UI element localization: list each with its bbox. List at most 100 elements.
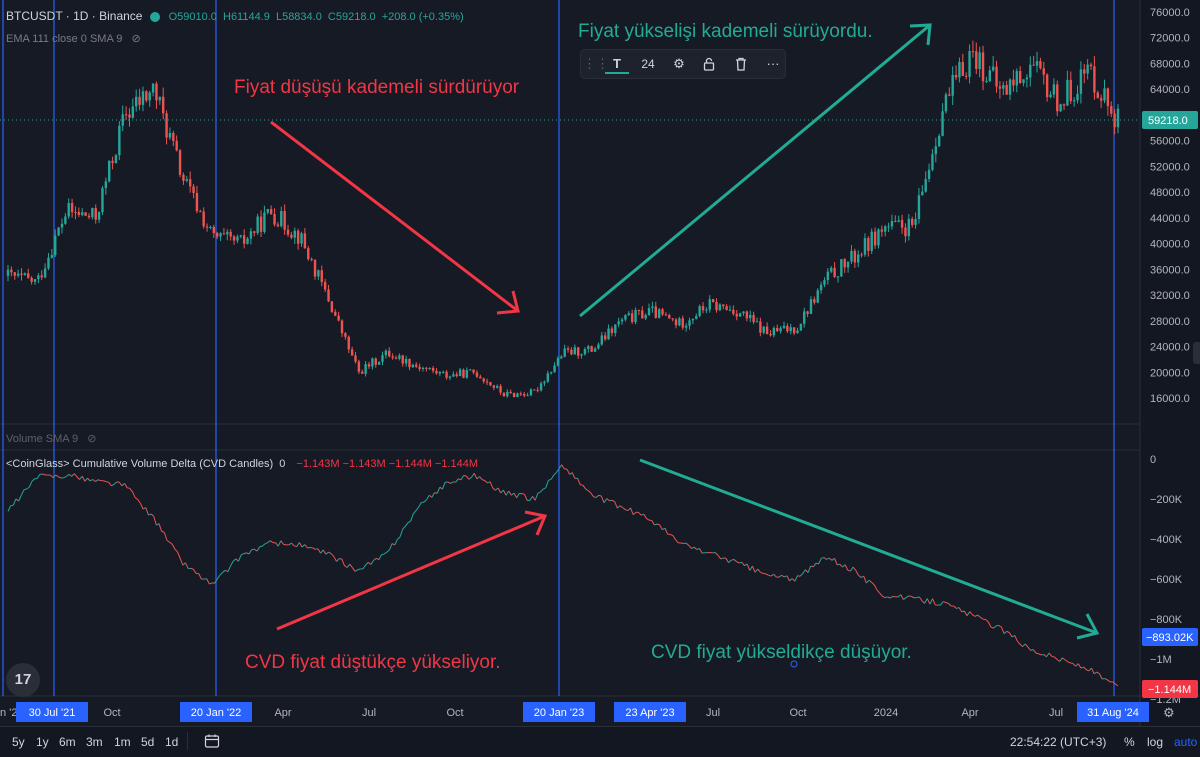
price-candle	[448, 375, 452, 381]
price-candle	[799, 323, 803, 332]
price-tick-label: 32000.0	[1150, 290, 1190, 302]
cvd-segment	[87, 477, 91, 482]
trash-icon[interactable]	[729, 53, 753, 75]
cvd-segment	[1008, 632, 1013, 638]
cvd-segment	[124, 483, 128, 489]
price-candle	[16, 269, 20, 278]
range-5y-button[interactable]: 5y	[12, 735, 25, 749]
annotation-arrows[interactable]	[270, 23, 1100, 640]
arrow-price-down[interactable]	[270, 120, 520, 315]
price-candle	[863, 233, 867, 257]
tradingview-logo-icon[interactable]: 17	[6, 663, 40, 697]
price-candle	[661, 307, 664, 317]
price-candle	[337, 311, 340, 322]
price-candle	[141, 86, 145, 112]
annotation-price-up[interactable]: Fiyat yükselişi kademeli sürüyordu.	[578, 21, 873, 42]
price-candle	[526, 392, 529, 397]
cvd-segment	[415, 506, 420, 511]
right-panel-toggle[interactable]	[1193, 342, 1200, 364]
range-5d-button[interactable]: 5d	[141, 735, 155, 749]
market-status-icon[interactable]	[149, 12, 160, 23]
range-6m-button[interactable]: 6m	[59, 735, 76, 749]
cvd-segment	[675, 539, 679, 544]
range-1y-button[interactable]: 1y	[36, 735, 49, 749]
more-options-icon[interactable]: ···	[766, 56, 780, 71]
arrow-cvd-up[interactable]	[276, 510, 548, 631]
cvd-segment	[868, 579, 872, 583]
eye-hidden-icon[interactable]: ⊘	[131, 33, 141, 45]
symbol-name[interactable]: BTCUSDT · 1D · Binance	[6, 9, 143, 23]
time-tick-label: Oct	[446, 707, 463, 719]
cvd-segment	[537, 491, 541, 494]
clock-timezone-button[interactable]: 22:54:22 (UTC+3)	[1010, 735, 1107, 749]
cvd-segment	[977, 614, 981, 618]
arrow-cvd-down[interactable]	[639, 458, 1100, 640]
text-color-icon[interactable]: T	[605, 53, 629, 74]
price-candle	[242, 229, 246, 249]
price-candle	[60, 218, 64, 234]
time-tick-highlight	[16, 702, 88, 722]
price-candle	[1069, 71, 1072, 104]
cvd-segment	[269, 540, 274, 544]
cvd-segment	[749, 565, 753, 571]
cvd-segment	[1093, 671, 1098, 675]
price-candle	[54, 229, 57, 257]
font-size-button[interactable]: 24	[641, 57, 655, 71]
price-candle	[40, 270, 43, 280]
price-candle	[50, 249, 54, 259]
price-candle	[374, 357, 377, 368]
cvd-segment	[918, 596, 923, 602]
range-1d-button[interactable]: 1d	[165, 735, 179, 749]
cvd-segment	[672, 535, 677, 541]
price-tick-label: 56000.0	[1150, 136, 1190, 148]
price-tick-label: 68000.0	[1150, 58, 1190, 70]
range-3m-button[interactable]: 3m	[86, 735, 103, 749]
cvd-segment	[1035, 652, 1039, 655]
cvd-segment	[693, 546, 698, 550]
ema-indicator-legend[interactable]: EMA 111 close 0 SMA 9 ⊘	[6, 32, 141, 45]
price-candle	[91, 207, 94, 220]
cvd-indicator-legend[interactable]: <CoinGlass> Cumulative Volume Delta (CVD…	[6, 458, 478, 470]
price-candle	[900, 214, 904, 234]
price-tick-label: 76000.0	[1150, 7, 1190, 19]
percent-scale-button[interactable]: %	[1124, 735, 1135, 749]
price-candle	[485, 378, 489, 386]
arrow-price-up[interactable]	[579, 23, 932, 318]
cvd-indicator-name: <CoinGlass> Cumulative Volume Delta (CVD…	[6, 458, 274, 470]
price-candle	[954, 65, 958, 81]
anchor-point-icon[interactable]	[790, 660, 798, 668]
range-1m-button[interactable]: 1m	[114, 735, 131, 749]
auto-scale-button[interactable]: auto	[1174, 735, 1198, 749]
price-candle	[165, 110, 168, 145]
price-candle	[1008, 78, 1012, 101]
price-candle	[708, 295, 711, 313]
cvd-segment	[410, 513, 414, 522]
chart-settings-gear-icon[interactable]: ⚙	[1163, 705, 1175, 720]
annotation-cvd-down[interactable]: CVD fiyat yükseldikçe düşüyor.	[651, 642, 912, 663]
cvd-segment	[903, 597, 907, 600]
price-candle	[853, 248, 857, 268]
price-candle	[161, 87, 165, 120]
cvd-segment	[850, 566, 854, 572]
price-tick-label: 64000.0	[1150, 84, 1190, 96]
annotation-price-down[interactable]: Fiyat düşüşü kademeli sürdürüyor	[234, 77, 520, 98]
lock-icon[interactable]	[697, 53, 721, 75]
price-candle	[435, 368, 438, 375]
settings-gear-icon[interactable]: ⚙	[673, 56, 685, 71]
calendar-goto-icon[interactable]	[204, 733, 220, 752]
price-candle	[81, 208, 84, 217]
price-candle	[961, 53, 965, 76]
cvd-segment	[1048, 652, 1053, 657]
cvd-segment	[288, 542, 292, 546]
price-candle	[981, 45, 985, 91]
drag-handle-icon[interactable]: ⋮⋮	[583, 56, 609, 71]
annotation-cvd-up[interactable]: CVD fiyat düştükçe yükseliyor.	[245, 652, 501, 673]
cvd-segment	[394, 539, 398, 546]
log-scale-button[interactable]: log	[1147, 735, 1164, 749]
cvd-segment	[511, 492, 515, 496]
eye-hidden-icon[interactable]: ⊘	[87, 433, 97, 445]
price-candle	[627, 311, 630, 316]
chart-canvas[interactable]: 76000.072000.068000.064000.060000.056000…	[0, 0, 1200, 726]
volume-indicator-legend[interactable]: Volume SMA 9 ⊘	[6, 432, 96, 445]
price-candle	[290, 231, 293, 240]
